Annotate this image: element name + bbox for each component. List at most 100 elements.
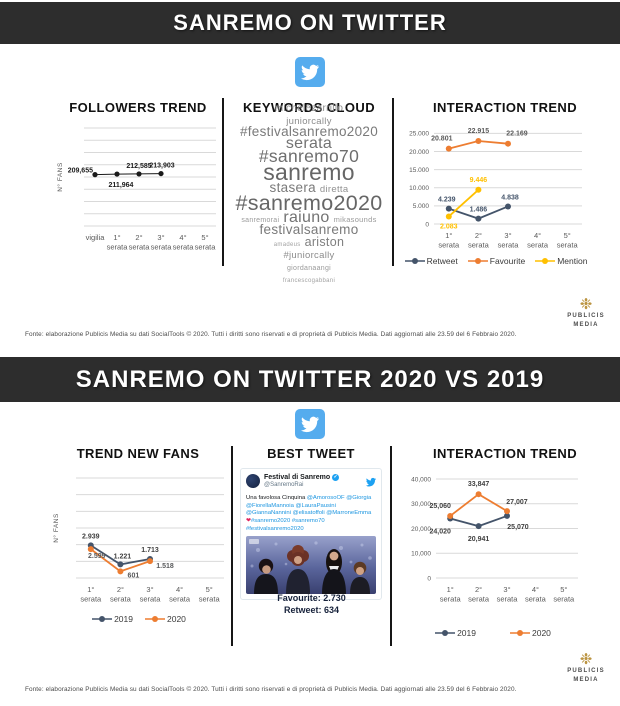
legend-item-favourite: Favourite (467, 256, 526, 266)
svg-text:3°: 3° (146, 585, 153, 594)
keyword-row: juniorcally (230, 114, 388, 126)
svg-text:10,000: 10,000 (411, 551, 431, 558)
publicis-logo-text-2: MEDIA (573, 322, 599, 328)
svg-text:serata: serata (468, 595, 490, 604)
svg-text:1°: 1° (87, 585, 94, 594)
keyword-row: michelezarrillo (230, 101, 388, 114)
svg-text:33,847: 33,847 (468, 481, 490, 488)
svg-text:25.000: 25.000 (409, 131, 429, 138)
panel-divider (222, 98, 224, 266)
interaction-trend-title: INTERACTION TREND (432, 100, 578, 115)
panel-divider (390, 446, 392, 646)
keyword: ariston (304, 234, 345, 249)
keywords-cloud: michelezarrillo juniorcally #festivalsanre… (230, 104, 388, 285)
twitter-logo-icon (295, 409, 325, 439)
tweet-retweet-count: Retweet: 634 (283, 605, 340, 616)
tweet-account: Festival di Sanremo ✓ @SanremoRai (264, 474, 366, 489)
tweet-avatar (246, 474, 260, 488)
svg-text:20.801: 20.801 (431, 136, 453, 143)
svg-text:5°: 5° (564, 231, 571, 240)
legend-marker-icon (92, 616, 113, 622)
svg-text:1.221: 1.221 (114, 553, 132, 560)
followers-trend-title: FOLLOWERS TREND (69, 100, 207, 115)
keyword-row: festivalsanremo (230, 221, 388, 237)
interaction-trend-2-legend: 2019 2020 (398, 628, 588, 638)
keyword-row: francescogabbani (230, 272, 388, 284)
tweet-account-name: Festival di Sanremo (264, 474, 331, 481)
legend-item-2019: 2019 (435, 628, 476, 638)
tweet-photo (246, 536, 376, 595)
best-tweet-stats: Favourite: 2.730 Retweet: 634 (233, 592, 390, 616)
keyword: stasera (269, 180, 316, 196)
legend-label: 2020 (167, 614, 186, 624)
legend-marker-icon (435, 630, 456, 636)
legend-item-mention: Mention (535, 256, 587, 266)
source-note: Fonte: elaborazione Publicis Media su da… (25, 331, 517, 338)
publicis-media-logo: ❉ PUBLICIS MEDIA (560, 652, 612, 685)
svg-text:3°: 3° (157, 233, 164, 242)
legend-label: 2019 (114, 614, 133, 624)
keywords-cloud-title: KEYWORDS CLOUD (243, 100, 375, 115)
svg-text:serata: serata (527, 241, 549, 250)
svg-text:20.000: 20.000 (409, 149, 429, 156)
top-title: SANREMO ON TWITTER (173, 10, 447, 35)
svg-text:25,060: 25,060 (429, 503, 451, 510)
tweet-header: Festival di Sanremo ✓ @SanremoRai (246, 474, 376, 492)
svg-text:N° FANS: N° FANS (56, 162, 64, 192)
keyword-row: #juniorcally (230, 248, 388, 261)
tweet-text: Una favolosa Cinquina @AmorosoOF @Giorgi… (246, 495, 376, 533)
keyword-row: giordanaangi (230, 260, 388, 272)
svg-text:5°: 5° (560, 585, 567, 594)
keyword-row: sanremo (230, 161, 388, 184)
svg-text:4°: 4° (534, 231, 541, 240)
publicis-logo-text-1: PUBLICIS (567, 313, 605, 319)
svg-text:serata: serata (557, 241, 579, 250)
svg-text:serata: serata (498, 241, 520, 250)
svg-text:serata: serata (169, 595, 191, 604)
trend-new-fans-chart: N° FANS1°serata2°serata3°serata4°serata5… (52, 477, 224, 604)
interaction-trend-chart-2: 40,000 30,000 20,000 10,000 0 1° serata 2° serat… (398, 464, 588, 619)
svg-text:209,655: 209,655 (68, 168, 93, 175)
legend-marker-icon (145, 616, 165, 622)
keyword-row: amadeus ariston (230, 234, 388, 249)
legend-item-2019: 2019 (92, 614, 133, 624)
svg-text:4°: 4° (532, 585, 539, 594)
svg-text:serata: serata (140, 595, 162, 604)
svg-text:30,000: 30,000 (411, 501, 431, 508)
legend-label: Favourite (489, 256, 526, 266)
svg-text:2.939: 2.939 (82, 533, 100, 540)
legend-marker-icon (510, 630, 530, 636)
tweet-link-text: @AmorosoOF @Giorgia @FiorellaMannoia @La… (246, 495, 372, 517)
keyword-row: #sanremo2020 (230, 192, 388, 214)
svg-text:serata: serata (195, 243, 217, 252)
svg-text:serata: serata (497, 595, 519, 604)
svg-text:25,070: 25,070 (507, 524, 529, 531)
twitter-bird-icon (301, 416, 319, 433)
svg-text:1.713: 1.713 (141, 547, 159, 554)
keyword: giordanaangi (286, 265, 332, 273)
keyword: festivalsanremo (259, 221, 359, 237)
keyword-row: serata (230, 135, 388, 151)
svg-text:4°: 4° (179, 233, 186, 242)
svg-text:1°: 1° (445, 231, 452, 240)
legend-label: 2019 (457, 628, 476, 638)
svg-text:9.446: 9.446 (470, 177, 488, 184)
svg-text:0: 0 (427, 575, 431, 582)
svg-text:22.915: 22.915 (468, 128, 490, 135)
legend-item-2020: 2020 (510, 628, 551, 638)
svg-text:4.239: 4.239 (438, 197, 456, 204)
bottom-title: SANREMO ON TWITTER 2020 VS 2019 (75, 365, 545, 393)
svg-text:serata: serata (468, 241, 490, 250)
tweet-favourite-count: Favourite: 2.730 (277, 593, 346, 603)
keyword: raiuno (283, 208, 330, 226)
svg-text:4°: 4° (176, 585, 183, 594)
keyword: #sanremo70 (258, 146, 360, 167)
legend-marker-icon (535, 258, 556, 264)
keyword-row: #sanremo70 (230, 147, 388, 165)
svg-text:serata: serata (173, 243, 195, 252)
best-tweet-title: BEST TWEET (267, 446, 355, 461)
svg-text:2°: 2° (475, 585, 482, 594)
svg-text:24,020: 24,020 (429, 529, 451, 536)
svg-text:serata: serata (129, 243, 151, 252)
twitter-bird-icon (366, 474, 376, 492)
